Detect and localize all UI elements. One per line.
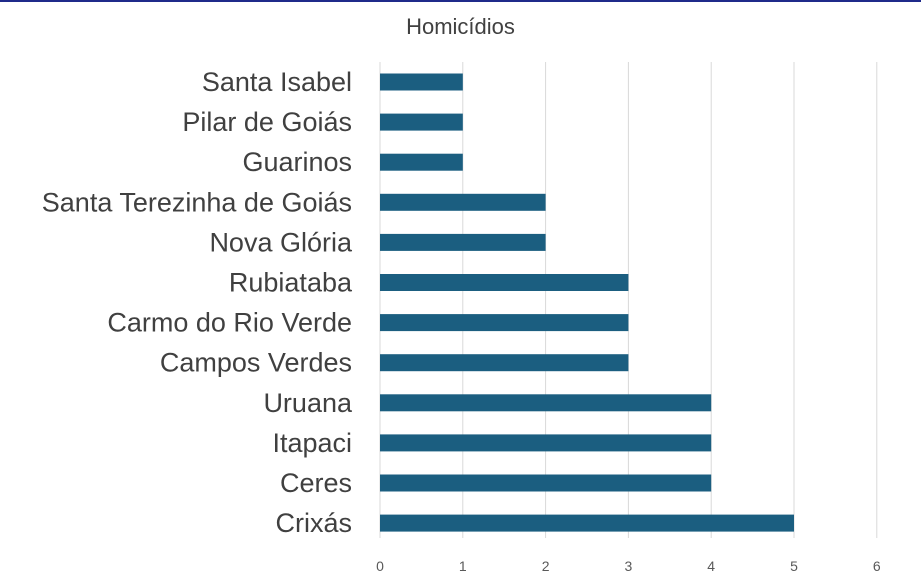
bar <box>380 274 629 291</box>
bar <box>380 434 712 452</box>
bar <box>380 233 546 251</box>
bar <box>380 193 546 211</box>
category-label: Guarinos <box>242 147 352 177</box>
bar <box>380 113 463 131</box>
top-border <box>0 0 921 2</box>
bar <box>380 153 463 171</box>
category-label: Ceres <box>280 468 352 498</box>
x-tick-label: 3 <box>625 558 633 574</box>
category-label: Crixás <box>275 508 352 538</box>
x-tick-label: 4 <box>707 558 715 574</box>
category-label: Carmo do Rio Verde <box>107 308 352 338</box>
bar <box>380 394 712 412</box>
category-label: Santa Isabel <box>202 67 352 97</box>
bars <box>380 73 794 532</box>
gridlines <box>379 62 878 538</box>
category-label: Itapaci <box>272 428 352 458</box>
bar <box>380 514 794 532</box>
x-tick-labels: 0 1 2 3 4 5 6 <box>376 558 881 574</box>
bar <box>380 354 629 372</box>
category-label: Campos Verdes <box>160 348 352 378</box>
bar <box>380 314 629 332</box>
bar <box>380 73 463 91</box>
x-tick-label: 1 <box>459 558 467 574</box>
chart-title: Homicídios <box>406 14 515 39</box>
x-tick-label: 0 <box>376 558 384 574</box>
category-label: Pilar de Goiás <box>182 107 352 137</box>
x-tick-label: 5 <box>790 558 798 574</box>
category-label: Rubiataba <box>229 268 353 298</box>
category-label: Nova Glória <box>209 227 353 257</box>
category-labels: Santa Isabel Pilar de Goiás Guarinos Santa … <box>42 67 353 538</box>
bar <box>380 474 712 492</box>
category-label: Santa Terezinha de Goiás <box>42 187 352 217</box>
category-label: Uruana <box>263 388 353 418</box>
x-tick-label: 6 <box>873 558 881 574</box>
x-tick-label: 2 <box>542 558 550 574</box>
